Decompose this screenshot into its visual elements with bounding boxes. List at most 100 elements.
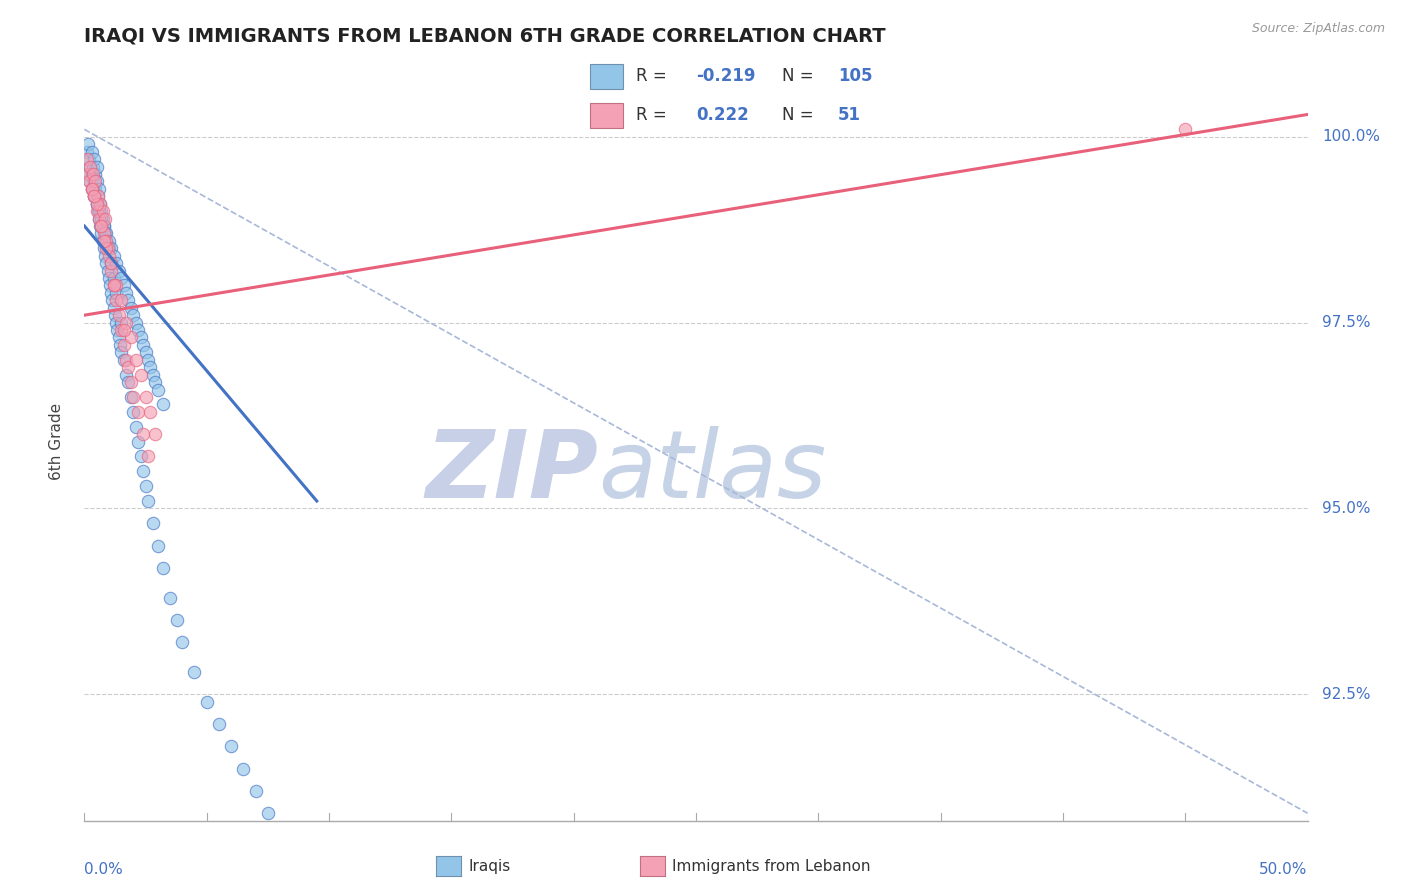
Point bbox=[142, 368, 165, 382]
Point bbox=[117, 360, 139, 375]
Point bbox=[135, 345, 157, 359]
Point bbox=[87, 204, 110, 219]
Point bbox=[93, 241, 115, 255]
Point bbox=[87, 211, 110, 226]
Point bbox=[1174, 122, 1197, 136]
Point bbox=[112, 338, 135, 352]
Point bbox=[79, 160, 101, 174]
Point bbox=[79, 174, 101, 188]
Text: 0.0%: 0.0% bbox=[84, 863, 124, 878]
Point bbox=[208, 717, 231, 731]
Point bbox=[115, 316, 138, 330]
Text: Source: ZipAtlas.com: Source: ZipAtlas.com bbox=[1251, 22, 1385, 36]
Text: 51: 51 bbox=[838, 106, 860, 124]
Point bbox=[87, 182, 110, 196]
Text: 95.0%: 95.0% bbox=[1322, 501, 1371, 516]
Point bbox=[136, 494, 159, 508]
Point bbox=[84, 174, 107, 188]
Point bbox=[110, 323, 132, 337]
Point bbox=[90, 227, 112, 241]
Point bbox=[129, 450, 152, 464]
Text: Iraqis: Iraqis bbox=[468, 859, 510, 873]
Point bbox=[159, 591, 181, 605]
Point bbox=[129, 330, 152, 344]
Point bbox=[90, 211, 112, 226]
Point bbox=[136, 450, 159, 464]
Point bbox=[142, 516, 165, 531]
Point bbox=[107, 263, 129, 277]
Point bbox=[127, 405, 149, 419]
Point bbox=[96, 227, 118, 241]
Point bbox=[105, 256, 128, 270]
Point bbox=[105, 278, 128, 293]
Point bbox=[104, 308, 127, 322]
Point bbox=[80, 182, 103, 196]
Point bbox=[139, 405, 162, 419]
Point bbox=[90, 219, 112, 233]
Point bbox=[103, 301, 125, 315]
Point bbox=[82, 182, 104, 196]
Point bbox=[86, 196, 108, 211]
Point bbox=[97, 241, 120, 255]
Point bbox=[100, 263, 122, 277]
Point bbox=[110, 316, 132, 330]
Point bbox=[105, 293, 128, 308]
Point bbox=[82, 160, 104, 174]
Point bbox=[87, 189, 110, 203]
Text: 92.5%: 92.5% bbox=[1322, 687, 1371, 702]
Point bbox=[93, 219, 115, 233]
Point bbox=[120, 330, 142, 344]
Text: 97.5%: 97.5% bbox=[1322, 315, 1371, 330]
Point bbox=[96, 241, 118, 255]
Point bbox=[82, 167, 104, 181]
Point bbox=[139, 360, 162, 375]
Point bbox=[94, 227, 117, 241]
Point bbox=[83, 189, 105, 203]
Point bbox=[93, 219, 115, 233]
Point bbox=[103, 278, 125, 293]
Point bbox=[87, 189, 110, 203]
Point bbox=[83, 174, 105, 188]
Point bbox=[84, 182, 107, 196]
Point bbox=[97, 249, 120, 263]
Point bbox=[125, 316, 148, 330]
Point bbox=[122, 390, 145, 404]
Point bbox=[96, 256, 118, 270]
Point bbox=[77, 167, 100, 181]
Point bbox=[107, 330, 129, 344]
Point bbox=[76, 145, 98, 159]
Text: ZIP: ZIP bbox=[425, 425, 598, 518]
Point bbox=[103, 278, 125, 293]
Point bbox=[129, 368, 152, 382]
Point bbox=[103, 271, 125, 285]
Point bbox=[152, 561, 174, 575]
Point bbox=[76, 152, 98, 166]
Point bbox=[183, 665, 205, 679]
Point bbox=[90, 204, 112, 219]
Point bbox=[97, 271, 120, 285]
Point bbox=[97, 241, 120, 255]
Point bbox=[100, 256, 122, 270]
Point bbox=[100, 241, 122, 255]
Point bbox=[108, 338, 131, 352]
Point bbox=[166, 613, 188, 627]
Point bbox=[117, 293, 139, 308]
Point bbox=[80, 167, 103, 181]
Point bbox=[195, 695, 218, 709]
Point bbox=[219, 739, 242, 754]
Point bbox=[127, 434, 149, 449]
Point bbox=[132, 464, 155, 478]
Point bbox=[125, 419, 148, 434]
Point bbox=[105, 316, 128, 330]
Point bbox=[143, 375, 166, 389]
Text: atlas: atlas bbox=[598, 426, 827, 517]
Point bbox=[86, 196, 108, 211]
Text: R =: R = bbox=[637, 68, 672, 86]
Point bbox=[232, 762, 254, 776]
Point bbox=[172, 635, 194, 649]
Point bbox=[97, 234, 120, 248]
Text: N =: N = bbox=[782, 106, 818, 124]
Point bbox=[80, 182, 103, 196]
Point bbox=[122, 405, 145, 419]
Point bbox=[84, 167, 107, 181]
